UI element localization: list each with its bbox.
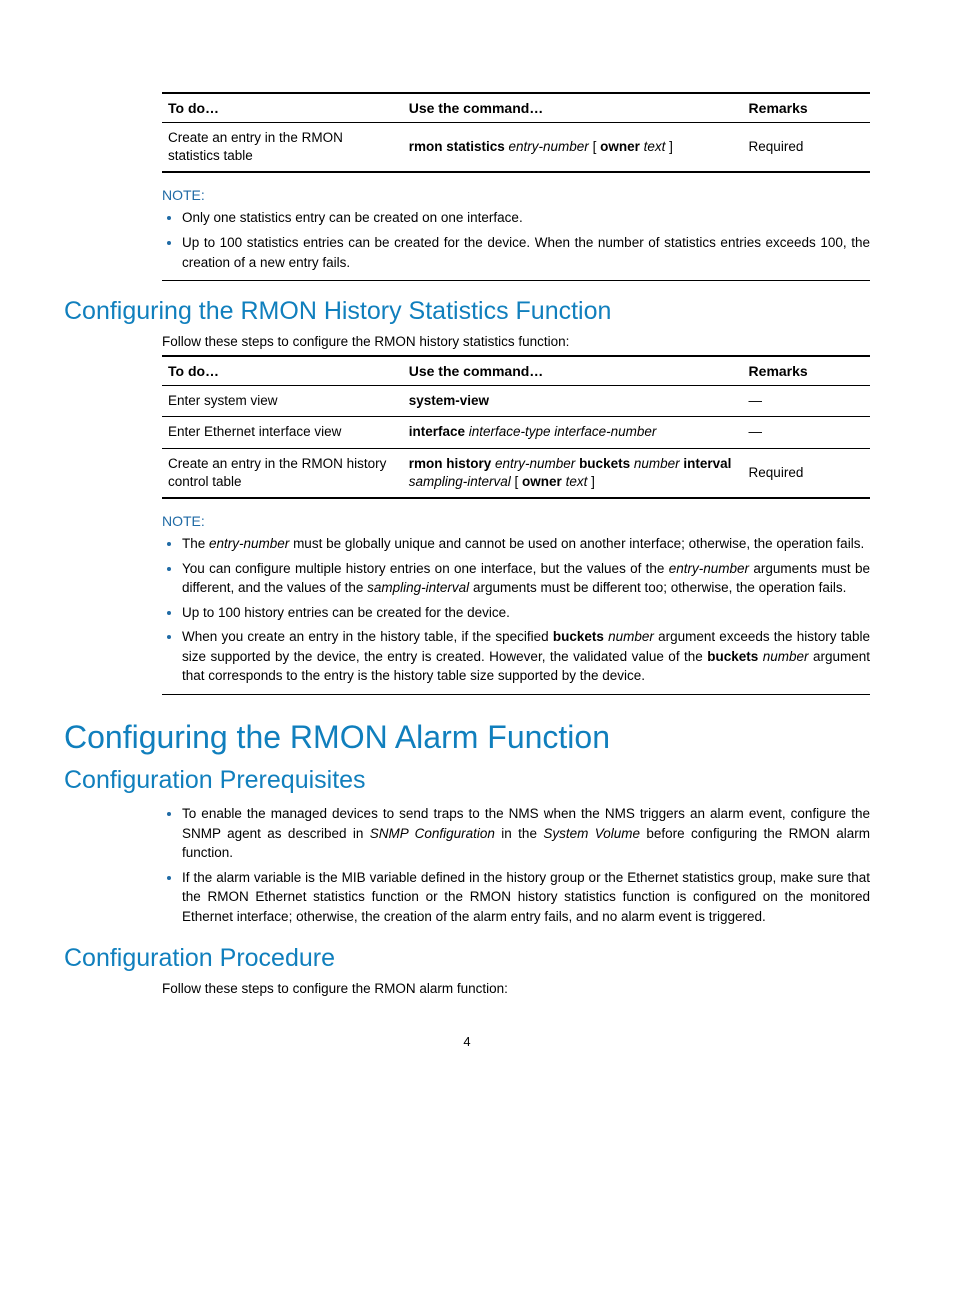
text-ital: sampling-interval: [367, 580, 469, 595]
cmd-keyword: owner: [522, 474, 562, 489]
text: When you create an entry in the history …: [182, 629, 553, 644]
divider: [162, 694, 870, 695]
cmd-keyword: buckets: [579, 456, 630, 471]
list-item: Up to 100 history entries can be created…: [182, 602, 870, 623]
cmd-arg: interface-type interface-number: [469, 424, 657, 439]
cmd-text: ]: [591, 474, 595, 489]
cell-todo: Create an entry in the RMON history cont…: [162, 448, 403, 498]
table-row: Create an entry in the RMON statistics t…: [162, 123, 870, 173]
cell-cmd: rmon statistics entry-number [ owner tex…: [403, 123, 743, 173]
text-ital: entry-number: [209, 536, 289, 551]
cmd-text: ]: [669, 139, 673, 154]
text: You can configure multiple history entri…: [182, 561, 669, 576]
table-header-row: To do… Use the command… Remarks: [162, 356, 870, 386]
cmd-keyword: rmon statistics: [409, 139, 505, 154]
table-row: Create an entry in the RMON history cont…: [162, 448, 870, 498]
cmd-arg: text: [644, 139, 666, 154]
cell-remarks: Required: [743, 123, 870, 173]
text-ital: number: [608, 629, 654, 644]
text-ital: number: [763, 649, 809, 664]
rmon-history-table: To do… Use the command… Remarks Enter sy…: [162, 355, 870, 499]
list-item: If the alarm variable is the MIB variabl…: [182, 867, 870, 927]
col-header-cmd: Use the command…: [403, 356, 743, 386]
col-header-remarks: Remarks: [743, 93, 870, 123]
text: arguments must be different too; otherwi…: [469, 580, 846, 595]
divider: [162, 280, 870, 281]
cell-todo: Create an entry in the RMON statistics t…: [162, 123, 403, 173]
col-header-todo: To do…: [162, 356, 403, 386]
cmd-keyword: interface: [409, 424, 465, 439]
col-header-cmd: Use the command…: [403, 93, 743, 123]
cmd-keyword: system-view: [409, 393, 489, 408]
cell-remarks: Required: [743, 448, 870, 498]
text: must be globally unique and cannot be us…: [289, 536, 864, 551]
cmd-arg: sampling-interval: [409, 474, 511, 489]
note-label: NOTE:: [162, 187, 870, 203]
cell-todo: Enter system view: [162, 386, 403, 417]
cmd-arg: entry-number: [509, 139, 589, 154]
lead-text: Follow these steps to configure the RMON…: [162, 981, 870, 996]
cmd-arg: entry-number: [495, 456, 575, 471]
cmd-arg: number: [634, 456, 680, 471]
text-ital: entry-number: [669, 561, 749, 576]
cmd-arg: text: [566, 474, 588, 489]
cmd-keyword: interval: [683, 456, 731, 471]
list-item: To enable the managed devices to send tr…: [182, 803, 870, 863]
list-item: The entry-number must be globally unique…: [182, 533, 870, 554]
text: in the: [495, 826, 543, 841]
list-item: Up to 100 statistics entries can be crea…: [182, 232, 870, 272]
heading-alarm-function: Configuring the RMON Alarm Function: [64, 719, 870, 756]
text-ital: SNMP Configuration: [370, 826, 495, 841]
cell-remarks: —: [743, 417, 870, 448]
note-list: The entry-number must be globally unique…: [162, 533, 870, 686]
cell-cmd: system-view: [403, 386, 743, 417]
note-list: Only one statistics entry can be created…: [162, 207, 870, 272]
table-row: Enter Ethernet interface view interface …: [162, 417, 870, 448]
text-bold: buckets: [707, 649, 758, 664]
cmd-keyword: rmon history: [409, 456, 492, 471]
table-row: Enter system view system-view —: [162, 386, 870, 417]
cell-cmd: interface interface-type interface-numbe…: [403, 417, 743, 448]
prereq-list: To enable the managed devices to send tr…: [162, 803, 870, 926]
list-item: When you create an entry in the history …: [182, 626, 870, 686]
text: The: [182, 536, 209, 551]
col-header-remarks: Remarks: [743, 356, 870, 386]
cmd-text: [: [593, 139, 601, 154]
text-bold: buckets: [553, 629, 604, 644]
text-ital: System Volume: [543, 826, 640, 841]
cmd-keyword: owner: [600, 139, 640, 154]
note-label: NOTE:: [162, 513, 870, 529]
cell-cmd: rmon history entry-number buckets number…: [403, 448, 743, 498]
table-header-row: To do… Use the command… Remarks: [162, 93, 870, 123]
list-item: You can configure multiple history entri…: [182, 558, 870, 598]
list-item: Only one statistics entry can be created…: [182, 207, 870, 228]
heading-procedure: Configuration Procedure: [64, 944, 870, 973]
page-number: 4: [64, 1034, 870, 1049]
cell-todo: Enter Ethernet interface view: [162, 417, 403, 448]
heading-history-statistics: Configuring the RMON History Statistics …: [64, 297, 870, 326]
heading-prerequisites: Configuration Prerequisites: [64, 766, 870, 795]
rmon-statistics-table: To do… Use the command… Remarks Create a…: [162, 92, 870, 173]
cmd-text: [: [515, 474, 523, 489]
cell-remarks: —: [743, 386, 870, 417]
lead-text: Follow these steps to configure the RMON…: [162, 334, 870, 349]
col-header-todo: To do…: [162, 93, 403, 123]
